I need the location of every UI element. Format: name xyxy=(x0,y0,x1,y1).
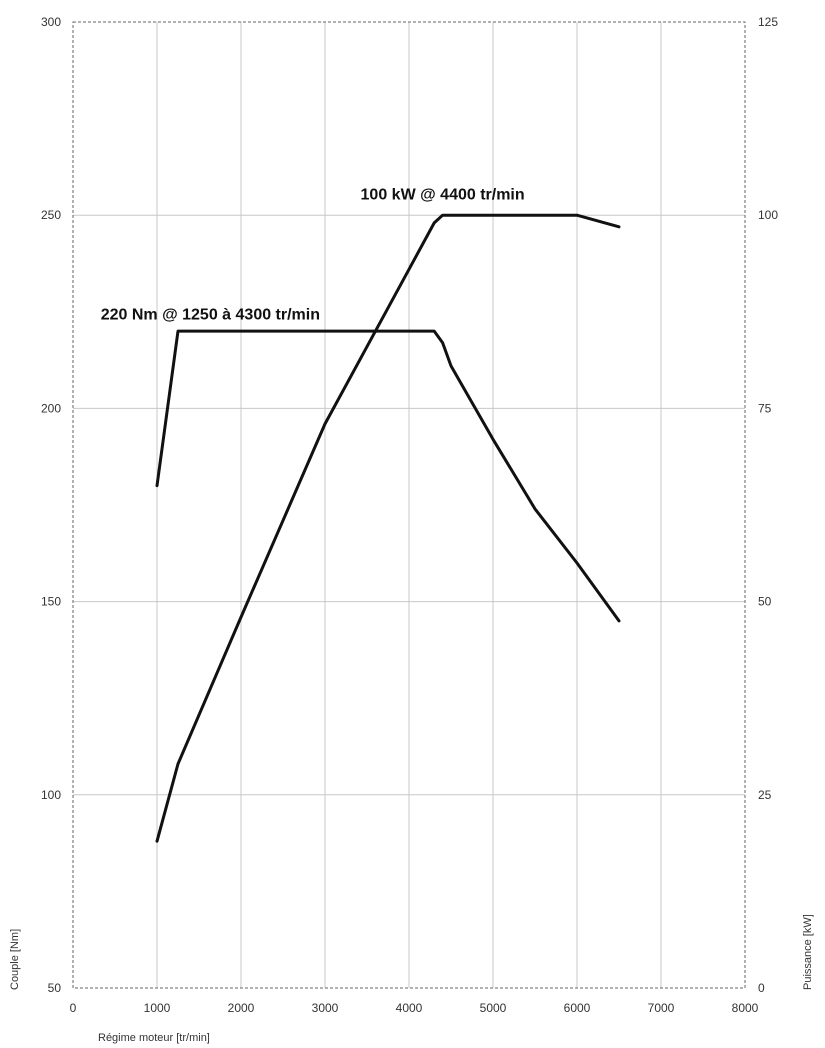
x-tick-label: 1000 xyxy=(144,1001,171,1015)
y2-tick-label: 0 xyxy=(758,981,765,995)
plot-frame xyxy=(72,21,746,989)
y2-axis-ticks: 0 25 50 75 100 125 xyxy=(758,15,778,995)
annotations: 220 Nm @ 1250 à 4300 tr/min 100 kW @ 4400… xyxy=(101,187,525,324)
y-tick-label: 250 xyxy=(41,208,61,222)
y2-axis-label: Puissance [kW] xyxy=(802,914,814,990)
y2-tick-label: 75 xyxy=(758,401,772,415)
y2-tick-label: 25 xyxy=(758,788,772,802)
y2-tick-label: 125 xyxy=(758,15,778,29)
x-axis-ticks: 0 1000 2000 3000 4000 5000 6000 7000 8000 xyxy=(70,1001,759,1015)
x-tick-label: 7000 xyxy=(648,1001,675,1015)
y-tick-label: 300 xyxy=(41,15,61,29)
grid xyxy=(73,22,745,988)
series xyxy=(155,213,621,843)
x-tick-label: 2000 xyxy=(228,1001,255,1015)
x-tick-label: 6000 xyxy=(564,1001,591,1015)
x-tick-label: 3000 xyxy=(312,1001,339,1015)
x-axis-label: Régime moteur [tr/min] xyxy=(98,1032,210,1044)
power-series-line xyxy=(155,213,621,843)
x-tick-label: 0 xyxy=(70,1001,77,1015)
y2-tick-label: 100 xyxy=(758,208,778,222)
y-tick-label: 200 xyxy=(41,401,61,415)
y-axis-ticks: 50 100 150 200 250 300 xyxy=(41,15,61,995)
torque-series-line xyxy=(155,329,621,623)
x-tick-label: 8000 xyxy=(732,1001,759,1015)
y-axis-label: Couple [Nm] xyxy=(9,929,21,990)
x-tick-label: 5000 xyxy=(480,1001,507,1015)
x-tick-label: 4000 xyxy=(396,1001,423,1015)
y-tick-label: 100 xyxy=(41,788,61,802)
torque-annotation: 220 Nm @ 1250 à 4300 tr/min xyxy=(101,307,320,324)
y2-tick-label: 50 xyxy=(758,595,772,609)
y-tick-label: 50 xyxy=(48,981,62,995)
y-tick-label: 150 xyxy=(41,595,61,609)
power-annotation: 100 kW @ 4400 tr/min xyxy=(361,187,525,204)
